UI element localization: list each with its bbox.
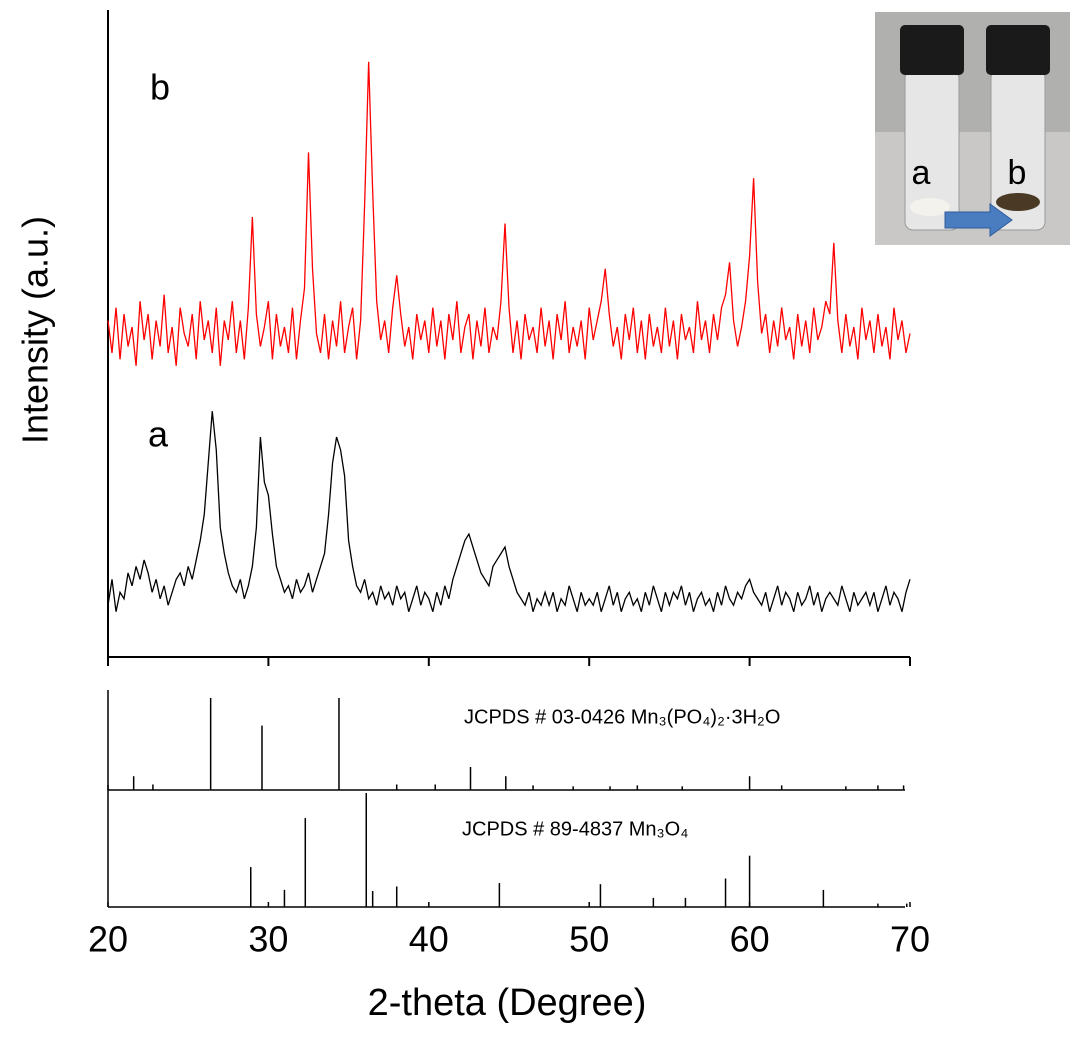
inset-photo: a b: [875, 12, 1070, 245]
powder: [996, 193, 1040, 211]
x-tick-label: 50: [569, 919, 609, 960]
vial-cap: [900, 25, 964, 75]
x-tick-label: 70: [890, 919, 930, 960]
data-line: [107, 61, 911, 366]
pattern-label: JCPDS # 03-0426 Mn₃(PO₄)₂·3H₂O: [464, 706, 780, 728]
arrow: [944, 203, 1013, 237]
y-axis-title: Intensity (a.u.): [15, 216, 56, 444]
pattern-label: JCPDS # 89-4837 Mn₃O₄: [462, 818, 688, 840]
series-label: b: [150, 67, 170, 108]
inset-label: a: [912, 154, 931, 192]
x-tick-label: 20: [88, 919, 128, 960]
powder: [910, 198, 950, 216]
x-tick-label: 40: [409, 919, 449, 960]
series-label: a: [148, 414, 169, 455]
x-tick-label: 30: [248, 919, 288, 960]
x-axis-title: 2-theta (Degree): [368, 982, 647, 1024]
inset-label: b: [1008, 154, 1027, 192]
x-tick-label: 60: [730, 919, 770, 960]
vial-cap: [986, 25, 1050, 75]
data-line: [107, 411, 911, 612]
